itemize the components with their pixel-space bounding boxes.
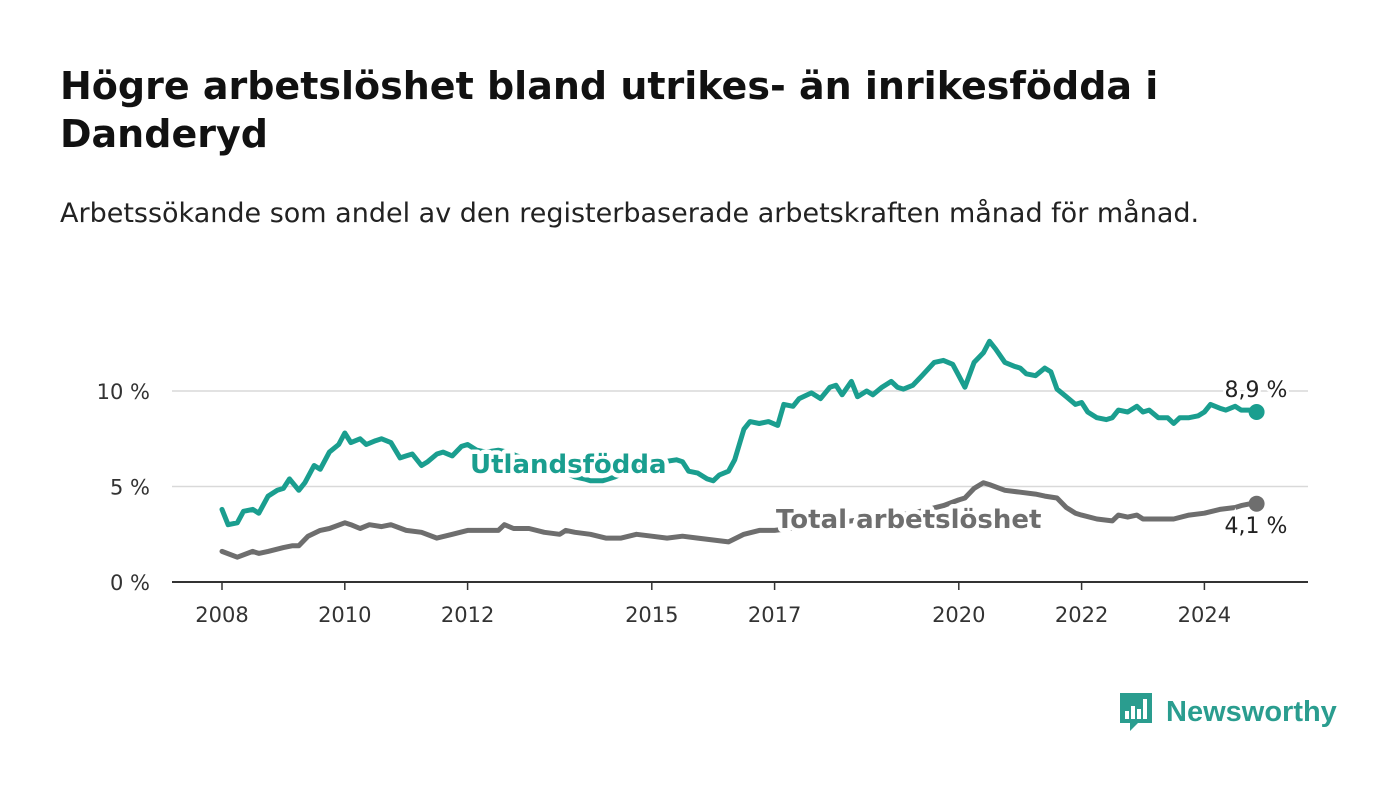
series-line-0: [219, 338, 1260, 528]
x-tick-label-2010: 2010: [318, 603, 371, 627]
brand-logo: Newsworthy: [1118, 690, 1337, 734]
series-label-0: Utlandsfödda: [470, 450, 667, 480]
series-end-label-0: 8,9 %: [1225, 378, 1288, 403]
x-tick-label-2022: 2022: [1055, 603, 1108, 627]
series-end-marker-0: [1248, 404, 1265, 421]
series-lines: [219, 338, 1265, 560]
newsworthy-logo-icon: [1120, 693, 1152, 731]
x-tick-label-2008: 2008: [195, 603, 248, 627]
series-line-1: [219, 480, 1260, 560]
y-gridlines: [172, 390, 1308, 488]
x-tick-label-2012: 2012: [441, 603, 494, 627]
x-tick-label-2017: 2017: [748, 603, 801, 627]
series-label-1: Total arbetslöshet: [776, 505, 1041, 535]
y-tick-label-5: 5 %: [110, 476, 150, 500]
chart-subtitle: Arbetssökande som andel av den registerb…: [60, 198, 1200, 229]
series-labels: Utlandsfödda 8,9 % Total arbetslöshet 4,1 %: [466, 375, 1291, 542]
chart-title: Högre arbetslöshet bland utrikes- än inr…: [60, 64, 1159, 156]
y-tick-label-10: 10 %: [97, 380, 150, 404]
y-axis-tick-labels: 0 % 5 % 10 %: [97, 380, 150, 595]
brand-name: Newsworthy: [1166, 695, 1337, 728]
y-tick-label-0: 0 %: [110, 571, 150, 595]
x-tick-label-2024: 2024: [1178, 603, 1231, 627]
x-axis: 2008 2010 2012 2015 2017 2020 2022 2024: [172, 581, 1308, 627]
x-tick-label-2015: 2015: [625, 603, 678, 627]
series-end-label-1: 4,1 %: [1225, 514, 1288, 539]
x-tick-label-2020: 2020: [932, 603, 985, 627]
series-end-marker-1: [1248, 495, 1265, 512]
